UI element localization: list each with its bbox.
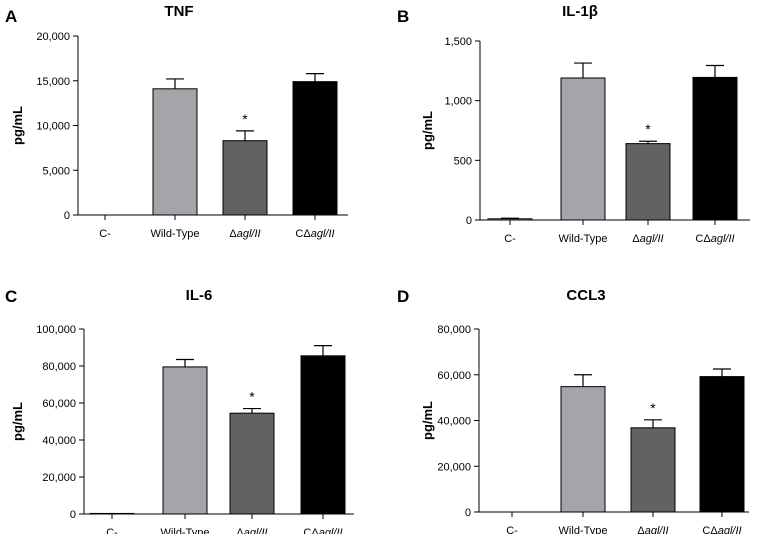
bar xyxy=(229,412,275,515)
chart-panel-a: A TNF pg/mL 0 5,000 10,000 15,000 20,000 C- Wild-… xyxy=(5,3,348,240)
chart-title: IL-6 xyxy=(186,287,213,304)
panel-letter: A xyxy=(5,7,17,26)
x-category-label: CΔagl/II xyxy=(303,527,342,534)
bar xyxy=(625,143,671,221)
y-axis-label: pg/mL xyxy=(10,402,25,441)
x-category-label: Wild-Type xyxy=(559,525,608,534)
bar xyxy=(222,140,268,216)
x-category-label: C- xyxy=(504,233,516,245)
x-category-label: Δagl/II xyxy=(637,525,668,534)
y-tick-label: 80,000 xyxy=(437,324,471,336)
x-category-label: Δagl/II xyxy=(632,233,663,245)
bar xyxy=(487,218,533,221)
y-tick-label: 0 xyxy=(465,507,471,519)
y-tick-label: 20,000 xyxy=(42,472,76,484)
chart-title: IL-1β xyxy=(562,3,598,20)
y-tick-label: 500 xyxy=(454,155,472,167)
x-category-label: Δagl/II xyxy=(229,228,260,240)
bar xyxy=(300,355,346,515)
x-category-label: Wild-Type xyxy=(559,233,608,245)
y-tick-label: 20,000 xyxy=(437,461,471,473)
significance-marker: * xyxy=(650,400,656,416)
y-tick-label: 20,000 xyxy=(36,31,70,43)
y-tick-label: 60,000 xyxy=(437,370,471,382)
bar xyxy=(692,76,738,221)
panel-letter: B xyxy=(397,7,409,26)
y-tick-label: 40,000 xyxy=(42,435,76,447)
significance-marker: * xyxy=(249,389,255,405)
bar xyxy=(560,386,606,513)
y-tick-label: 0 xyxy=(466,215,472,227)
bar xyxy=(699,376,745,513)
bar xyxy=(162,366,208,515)
bar xyxy=(560,77,606,221)
significance-marker: * xyxy=(242,111,248,127)
y-axis-label: pg/mL xyxy=(420,111,435,150)
y-tick-label: 1,000 xyxy=(444,96,472,108)
x-category-label: C- xyxy=(106,527,118,534)
x-category-label: Wild-Type xyxy=(161,527,210,534)
chart-panel-d: D CCL3 pg/mL 0 20,000 40,000 60,000 80,000 C- Wil… xyxy=(397,287,749,534)
x-category-label: CΔagl/II xyxy=(695,233,734,245)
bar xyxy=(292,81,338,216)
y-tick-label: 0 xyxy=(64,210,70,222)
y-tick-label: 80,000 xyxy=(42,361,76,373)
y-tick-label: 40,000 xyxy=(437,416,471,428)
panel-letter: C xyxy=(5,287,17,306)
x-category-label: Δagl/II xyxy=(236,527,267,534)
y-axis-label: pg/mL xyxy=(10,106,25,145)
bar xyxy=(152,88,198,216)
chart-panel-c: C IL-6 pg/mL 0 20,000 40,000 60,000 80,000 100,0… xyxy=(5,287,354,534)
y-tick-label: 100,000 xyxy=(36,324,76,336)
y-axis-label: pg/mL xyxy=(420,401,435,440)
chart-title: CCL3 xyxy=(566,287,605,304)
bar xyxy=(630,427,676,513)
y-tick-label: 0 xyxy=(70,509,76,521)
y-tick-label: 1,500 xyxy=(444,36,472,48)
bar xyxy=(89,512,135,515)
x-category-label: Wild-Type xyxy=(151,228,200,240)
significance-marker: * xyxy=(645,121,651,137)
y-tick-label: 15,000 xyxy=(36,76,70,88)
panel-letter: D xyxy=(397,287,409,306)
chart-panel-b: B IL-1β pg/mL 0 500 1,000 1,500 C- Wild-Type * Δag… xyxy=(397,3,750,245)
x-category-label: C- xyxy=(99,228,111,240)
y-tick-label: 10,000 xyxy=(36,121,70,133)
x-category-label: C- xyxy=(506,525,518,534)
y-tick-label: 60,000 xyxy=(42,398,76,410)
x-category-label: CΔagl/II xyxy=(702,525,741,534)
y-tick-label: 5,000 xyxy=(42,165,70,177)
chart-title: TNF xyxy=(164,3,193,20)
x-category-label: CΔagl/II xyxy=(295,228,334,240)
